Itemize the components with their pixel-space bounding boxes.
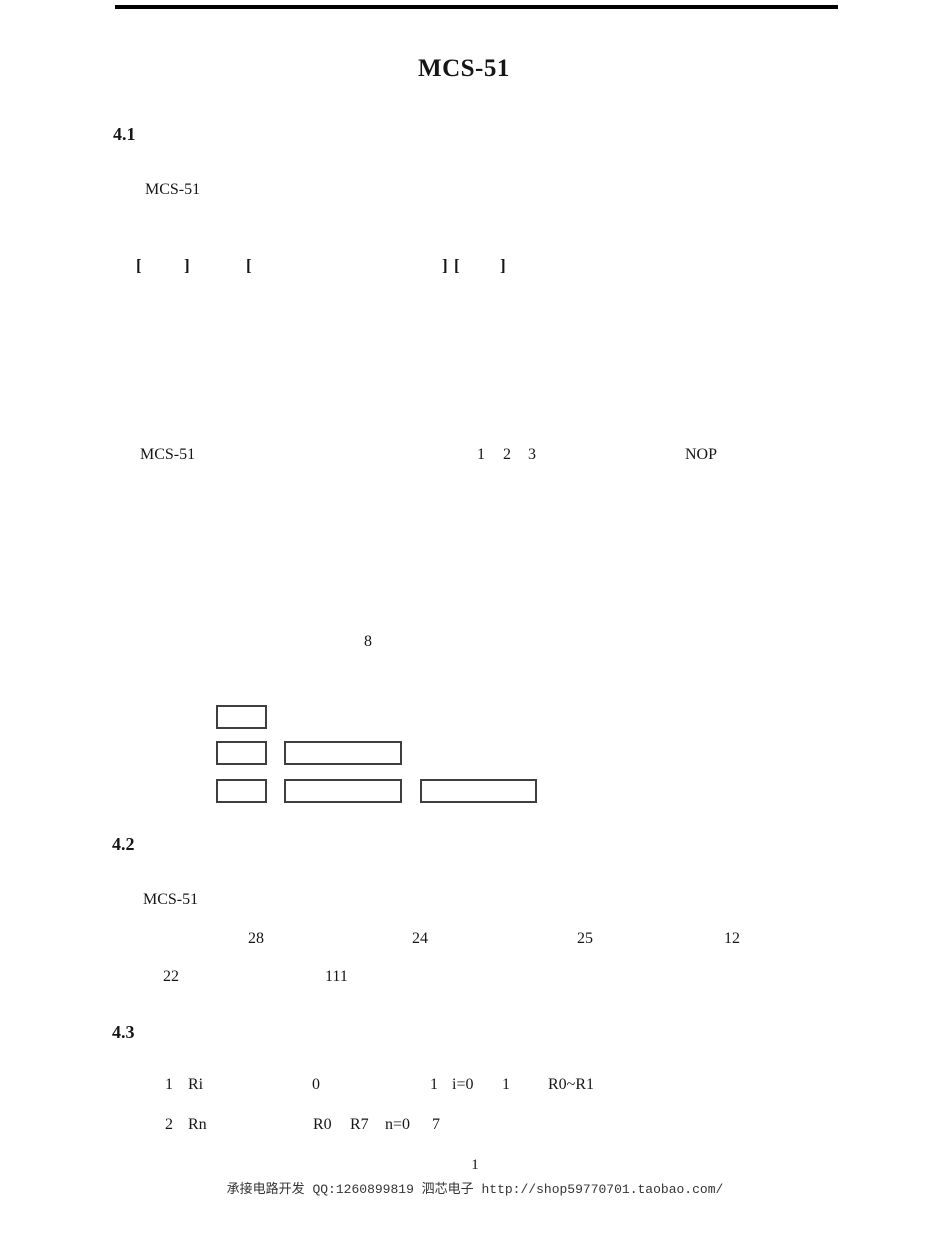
format-box-row2-operand	[284, 741, 402, 765]
format-bracket-open-1: [	[136, 256, 142, 275]
bytes-line-prefix: MCS-51	[140, 446, 196, 463]
page-title: MCS-51	[418, 55, 510, 82]
section-4-2-intro-text: MCS-51	[143, 891, 199, 908]
item1-register-range: R0~R1	[548, 1076, 594, 1093]
item1-value-3: i=0	[452, 1076, 474, 1093]
format-bracket-close-2: ]	[442, 256, 448, 275]
section-heading-4-1: 4.1	[113, 124, 136, 144]
item2-value-4: 7	[432, 1116, 440, 1133]
header-rule	[115, 5, 838, 9]
format-box-row1-opcode	[216, 705, 267, 729]
format-box-row3-operand2	[420, 779, 537, 803]
format-bracket-close-3: ]	[500, 256, 506, 275]
format-bracket-open-2: [	[246, 256, 252, 275]
item1-value-4: 1	[502, 1076, 510, 1093]
item1-value-1: 0	[312, 1076, 320, 1093]
item2-value-3: n=0	[385, 1116, 411, 1133]
bytes-line-mnemonic: NOP	[685, 446, 718, 463]
item2-value-2: R7	[350, 1116, 369, 1133]
item2-register: Rn	[188, 1116, 207, 1133]
bytes-line-num-3: 3	[528, 446, 536, 463]
format-box-row3-opcode	[216, 779, 267, 803]
stat-value-111: 111	[325, 968, 348, 985]
section-4-1-intro-text: MCS-51	[145, 181, 201, 198]
section-heading-4-2: 4.2	[112, 834, 135, 854]
format-bracket-close-1: ]	[184, 256, 190, 275]
item2-value-1: R0	[313, 1116, 332, 1133]
item1-number: 1	[165, 1076, 173, 1093]
bits-value: 8	[364, 633, 372, 650]
stat-value-28: 28	[248, 930, 264, 947]
footer-contact-text: 承接电路开发 QQ:1260899819 泗芯电子 http://shop597…	[226, 1182, 724, 1197]
page-number: 1	[471, 1157, 479, 1173]
stat-value-12: 12	[724, 930, 740, 947]
format-bracket-open-3: [	[454, 256, 460, 275]
item1-value-2: 1	[430, 1076, 438, 1093]
stat-value-25: 25	[577, 930, 593, 947]
section-heading-4-3: 4.3	[112, 1022, 135, 1042]
format-box-row3-operand1	[284, 779, 402, 803]
item2-number: 2	[165, 1116, 173, 1133]
item1-register: Ri	[188, 1076, 204, 1093]
stat-value-24: 24	[412, 930, 428, 947]
stat-value-22: 22	[163, 968, 179, 985]
bytes-line-num-2: 2	[503, 446, 511, 463]
format-box-row2-opcode	[216, 741, 267, 765]
bytes-line-num-1: 1	[477, 446, 485, 463]
